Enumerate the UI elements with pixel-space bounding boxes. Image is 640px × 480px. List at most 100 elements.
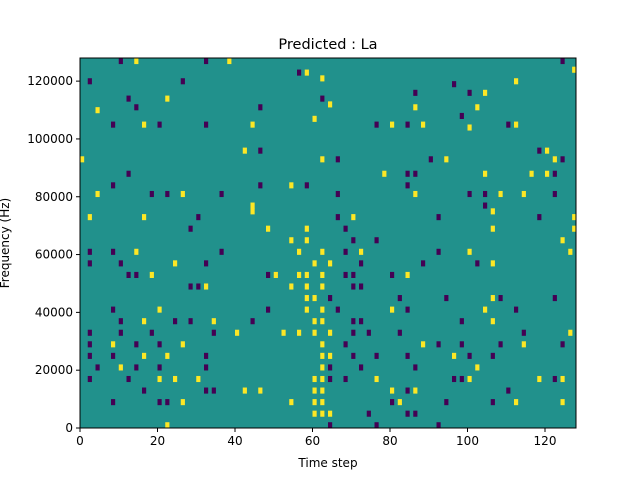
heatmap-cell (459, 341, 464, 348)
heatmap-cell (250, 318, 255, 325)
heatmap-cell (266, 271, 271, 278)
heatmap-cell (413, 387, 418, 394)
heatmap-cell (390, 271, 395, 278)
heatmap-cell (157, 399, 162, 406)
heatmap-cell (219, 248, 224, 255)
heatmap-cell (390, 399, 395, 406)
heatmap-cell (304, 306, 309, 313)
heatmap-cell (297, 271, 302, 278)
heatmap-cell (390, 387, 395, 394)
heatmap-cell (242, 147, 247, 154)
heatmap-cell (490, 225, 495, 232)
heatmap-cell (87, 352, 92, 359)
heatmap-cell (328, 329, 333, 336)
heatmap-cell (498, 190, 503, 198)
heatmap-cell (289, 237, 294, 244)
heatmap-cell (134, 364, 139, 371)
heatmap-cell (304, 283, 309, 290)
heatmap-cell (134, 104, 139, 111)
heatmap-cell (552, 190, 557, 198)
heatmap-cell (258, 104, 263, 111)
heatmap-cell (483, 306, 488, 313)
heatmap-cell (242, 387, 247, 394)
heatmap-cell (328, 295, 333, 302)
heatmap-cell (297, 248, 302, 255)
x-tick-label: 40 (227, 434, 242, 448)
heatmap-cell (537, 375, 542, 383)
heatmap-cell (498, 295, 503, 302)
heatmap-cell (467, 190, 472, 198)
heatmap-cell (328, 375, 333, 383)
heatmap-cell (343, 225, 348, 232)
heatmap-cell (149, 329, 154, 336)
heatmap-cell (490, 208, 495, 215)
heatmap-cell (95, 107, 100, 114)
heatmap-cell (87, 78, 92, 85)
heatmap-cell (235, 329, 240, 336)
heatmap-cell (312, 399, 317, 406)
heatmap-cell (87, 329, 92, 336)
heatmap-cell (413, 190, 418, 198)
heatmap-cell (219, 190, 224, 198)
heatmap-cell (320, 399, 325, 406)
heatmap-cell (95, 364, 100, 371)
heatmap-cell (157, 121, 162, 128)
heatmap-cell (173, 375, 178, 383)
heatmap-cell (204, 121, 209, 128)
heatmap-cell (351, 237, 356, 244)
heatmap-cell (537, 214, 542, 221)
heatmap-cell (405, 387, 410, 394)
heatmap-cell (211, 318, 216, 325)
heatmap-cell (483, 89, 488, 96)
heatmap-cell (436, 341, 441, 348)
heatmap-cell (359, 248, 364, 255)
heatmap-cell (560, 58, 565, 65)
heatmap-cell (483, 190, 488, 198)
heatmap-cell (111, 121, 116, 128)
heatmap-cell (320, 352, 325, 359)
heatmap-cell (374, 121, 379, 128)
heatmap-cell (134, 341, 139, 348)
heatmap-cell (165, 352, 170, 359)
heatmap-cell (142, 318, 147, 325)
heatmap-cell (328, 352, 333, 359)
heatmap-cell (560, 156, 565, 163)
heatmap-cell (428, 156, 433, 163)
heatmap-cell (351, 271, 356, 278)
heatmap-cell (490, 399, 495, 406)
heatmap-cell (304, 271, 309, 278)
heatmap-cell (328, 410, 333, 417)
heatmap-cell (273, 271, 278, 278)
heatmap-cell (552, 375, 557, 383)
heatmap-cell (514, 121, 519, 128)
heatmap-cell (382, 170, 387, 177)
heatmap-cell (188, 225, 193, 232)
heatmap-cell (572, 66, 577, 73)
heatmap-cell (173, 318, 178, 325)
heatmap-cell (157, 375, 162, 383)
heatmap-cell (366, 329, 371, 336)
heatmap-cell (452, 352, 457, 359)
heatmap-cell (157, 341, 162, 348)
heatmap-cell (118, 329, 123, 336)
heatmap-cell (266, 225, 271, 232)
heatmap-cell (444, 295, 449, 302)
heatmap-cell (390, 306, 395, 313)
y-axis-label: Frequency (Hz) (0, 198, 12, 289)
heatmap-cell (204, 352, 209, 359)
heatmap-cell (320, 248, 325, 255)
heatmap-cell (87, 260, 92, 267)
heatmap-cell (204, 58, 209, 65)
heatmap-cell (514, 78, 519, 85)
y-tick-label: 20000 (35, 363, 73, 377)
heatmap-cell (413, 364, 418, 371)
heatmap-cell (529, 170, 534, 177)
heatmap-cell (126, 375, 131, 383)
x-tick-label: 100 (456, 434, 479, 448)
x-axis: 0 20 40 60 80 100 120 (76, 428, 556, 448)
plot-area (80, 58, 576, 428)
heatmap-cell (320, 364, 325, 371)
heatmap-cell (405, 410, 410, 417)
heatmap-cell (180, 399, 185, 406)
heatmap-cell (421, 121, 426, 128)
